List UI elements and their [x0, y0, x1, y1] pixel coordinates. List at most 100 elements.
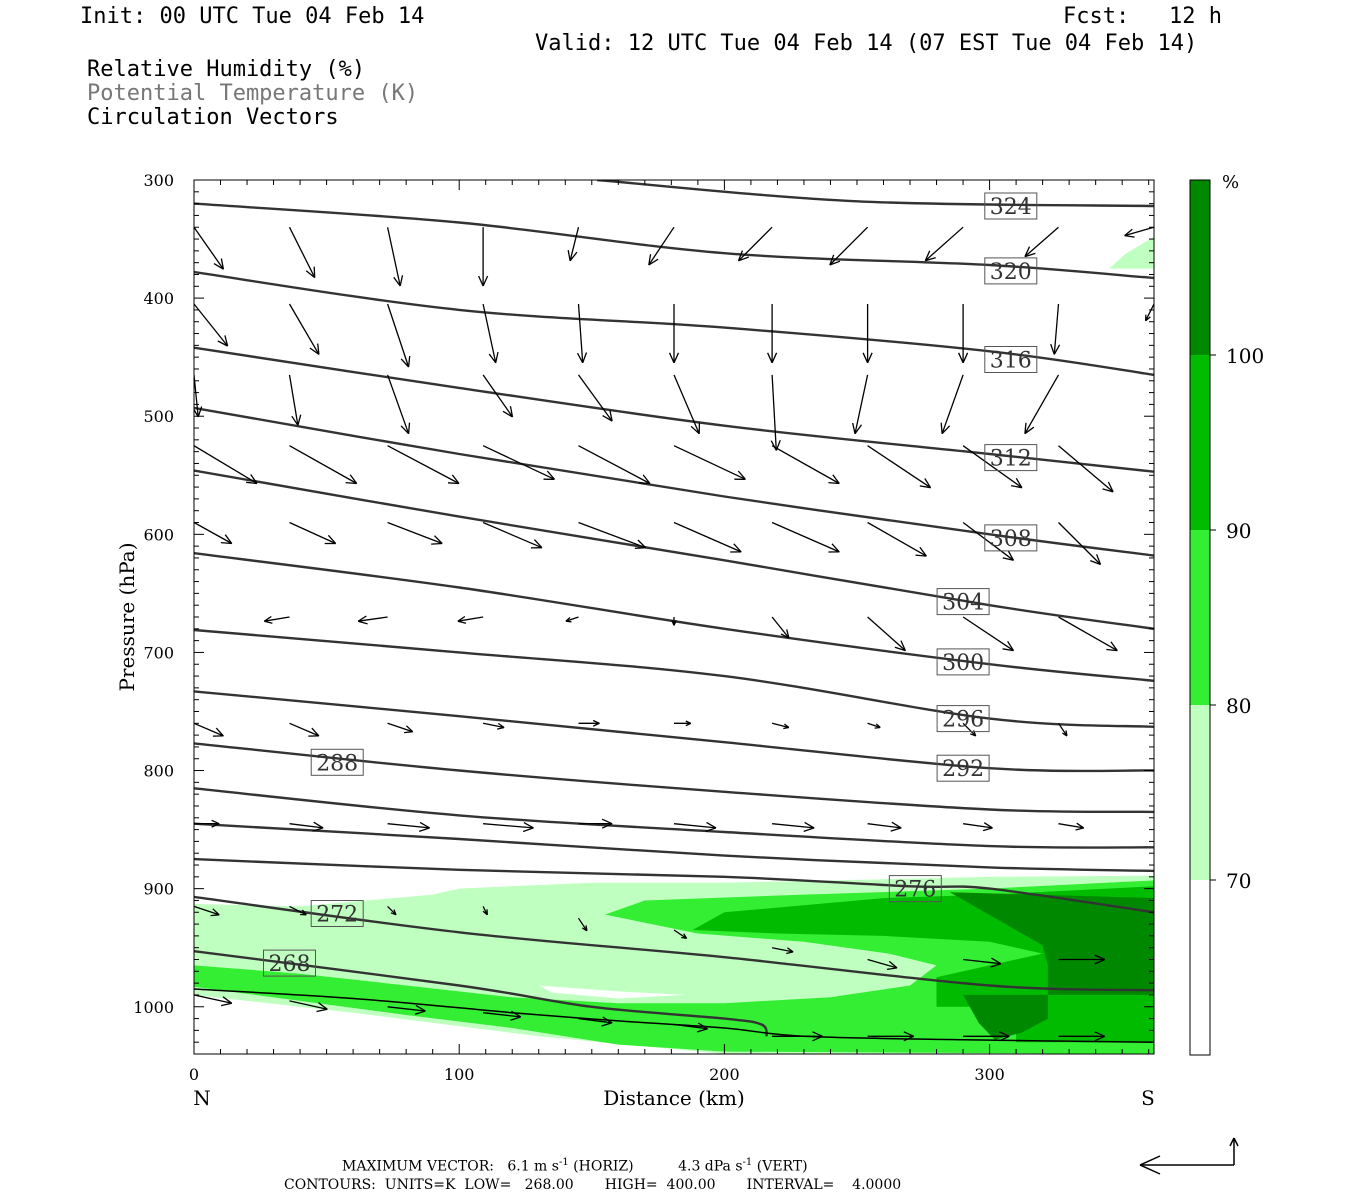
theta-contour-layer	[194, 180, 1154, 1043]
y-tick-label: 800	[143, 762, 174, 781]
circulation-vector	[387, 722, 414, 734]
circulation-vector	[386, 303, 411, 368]
theta-label-272: 272	[316, 903, 358, 928]
circulation-vector	[289, 521, 337, 545]
circulation-vector	[387, 905, 397, 916]
circulation-vector	[482, 303, 499, 364]
theta-label-292: 292	[942, 757, 984, 782]
circulation-vector	[578, 719, 600, 727]
vert-unit-exponent: -1	[742, 1157, 753, 1168]
circulation-vector	[482, 521, 543, 549]
colorbar-tick-label: 80	[1226, 694, 1251, 718]
circulation-vector	[673, 374, 701, 435]
y-tick-label: 300	[143, 171, 174, 190]
circulation-vector	[867, 521, 927, 557]
circulation-vector	[867, 722, 881, 729]
y-axis-label: Pressure (hPa)	[115, 543, 139, 692]
circulation-vector	[771, 521, 840, 553]
horiz-unit-exponent: -1	[558, 1157, 569, 1168]
circulation-vector	[386, 374, 411, 435]
theta-label-box-320	[984, 257, 1038, 285]
rh-region-100-5	[963, 994, 1048, 1040]
circulation-vector	[940, 374, 964, 435]
circulation-vector	[194, 819, 220, 828]
circulation-vector	[829, 226, 869, 266]
circulation-vector	[387, 521, 443, 545]
circulation-vector	[387, 821, 430, 833]
theta-label-box-324	[984, 192, 1038, 220]
theta-label-316: 316	[990, 349, 1032, 374]
colorbar-unit: %	[1222, 172, 1239, 193]
circulation-vector	[578, 1016, 613, 1027]
circulation-vector	[483, 822, 534, 833]
circulation-vector	[673, 445, 746, 480]
y-tick-label: 700	[143, 643, 174, 662]
circulation-vector	[387, 1004, 426, 1015]
circulation-vector	[386, 227, 404, 287]
field-label-theta: Potential Temperature (K)	[87, 81, 419, 106]
colorbar-tick-label: 90	[1226, 519, 1251, 543]
x-tick-label: 300	[974, 1065, 1005, 1084]
theta-contour-272	[194, 895, 1154, 992]
circulation-vector	[673, 929, 688, 940]
circulation-vector	[867, 958, 898, 971]
circulation-vector	[867, 821, 902, 832]
theta-contour-324	[597, 180, 1154, 208]
colorbar-tick-label: 100	[1226, 344, 1264, 368]
theta-contour-276	[194, 857, 1154, 914]
theta-label-box-316	[984, 346, 1038, 373]
circulation-vector	[963, 822, 993, 832]
circulation-vector	[578, 521, 647, 550]
circulation-vector	[578, 445, 651, 485]
circulation-vector	[289, 722, 320, 737]
theta-label-268: 268	[269, 952, 311, 977]
theta-label-308: 308	[990, 527, 1032, 552]
max-vector-horiz-tag: (HORIZ)	[568, 1158, 634, 1175]
theta-label-box-304	[936, 588, 990, 616]
rh-region-100-4	[949, 892, 1154, 995]
theta-contour-288	[194, 742, 1154, 814]
x-tick-label: 100	[444, 1065, 475, 1084]
circulation-vector	[288, 374, 302, 426]
reference-vector-icon	[1139, 1137, 1239, 1175]
theta-contour-308	[194, 406, 1154, 557]
circulation-vector	[963, 1031, 1010, 1042]
theta-label-box-276	[888, 875, 942, 903]
circulation-vector	[1058, 445, 1114, 493]
theta-label-box-268	[263, 949, 316, 977]
circulation-vector	[357, 615, 388, 625]
max-vector-vert-tag: (VERT)	[752, 1158, 808, 1175]
circulation-vector	[1058, 822, 1085, 831]
circulation-vector	[673, 521, 742, 553]
x-end-label-north: N	[193, 1086, 211, 1110]
circulation-vector	[771, 722, 790, 730]
axes-layer: 300 400 500 600 700 800 900 1000 0 100 200 300	[133, 171, 1154, 1084]
max-vector-horiz: 6.1 m s	[507, 1158, 559, 1175]
circulation-vector	[737, 226, 773, 262]
theta-label-276: 276	[894, 878, 936, 903]
circulation-vector	[289, 905, 307, 916]
circulation-vector-layer	[194, 226, 1154, 1042]
circulation-vector	[963, 957, 1002, 968]
theta-label-320: 320	[990, 260, 1032, 285]
max-vector-vert: 4.3 dPa s	[678, 1158, 743, 1175]
circulation-vector	[567, 227, 580, 262]
circulation-vector	[674, 720, 692, 727]
circulation-vector	[263, 615, 290, 624]
theta-label-288: 288	[316, 751, 358, 776]
theta-label-box-308	[984, 524, 1038, 552]
circulation-vector	[772, 821, 815, 833]
circulation-vector	[767, 304, 778, 364]
circulation-vector	[867, 1031, 915, 1042]
circulation-vector	[862, 304, 873, 364]
circulation-vector	[673, 821, 717, 833]
circulation-vector	[483, 1010, 522, 1021]
circulation-vector	[289, 445, 358, 485]
theta-contour-268	[194, 950, 768, 1037]
circulation-vector	[578, 818, 613, 829]
theta-contour-284	[194, 787, 1154, 849]
circulation-vector	[648, 226, 675, 266]
circulation-vector	[771, 616, 790, 639]
circulation-vector	[194, 374, 203, 418]
